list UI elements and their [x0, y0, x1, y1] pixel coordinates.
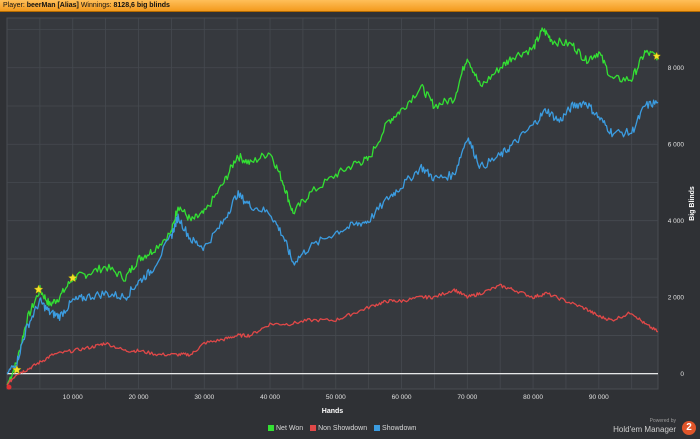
x-tick-label: 40 000 [260, 394, 280, 401]
y-tick-label: 4 000 [668, 218, 685, 225]
legend-swatch-showdown [374, 425, 381, 431]
y-tick-label: 8 000 [668, 65, 685, 72]
series-line-non-showdown [6, 283, 658, 386]
y-tick-label: 0 [680, 371, 684, 378]
start-marker-icon [6, 384, 12, 390]
highlight-star-icon [652, 51, 661, 60]
x-axis-title: Hands [322, 408, 344, 415]
graph-area: 10 000 20 000 30 000 40 000 50 000 60 000 70 0… [6, 17, 696, 415]
x-tick-label: 50 000 [326, 394, 346, 401]
winnings-label: Winnings: [80, 2, 112, 9]
highlight-star-icon [12, 364, 22, 374]
y-tick-label: 6 000 [668, 142, 685, 149]
plot-area [6, 17, 659, 390]
hm2-logo-icon: 2 [682, 421, 696, 435]
legend-swatch-non-showdown [310, 425, 317, 431]
player-label: Player: [3, 2, 25, 9]
brand-name: Hold'em Manager [613, 425, 676, 434]
player-name: beerMan [Alias] [26, 2, 79, 9]
legend-item-non-showdown[interactable]: Non Showdown [310, 425, 367, 432]
title-bar: Player: beerMan [Alias] Winnings: 8128,6… [0, 0, 700, 12]
x-tick-label: 30 000 [194, 394, 214, 401]
legend-item-net-won[interactable]: Net Won [268, 425, 303, 432]
legend: Net Won Non Showdown Showdown [268, 425, 421, 432]
legend-swatch-net-won [268, 425, 274, 431]
x-tick-label: 60 000 [392, 394, 412, 401]
powered-by-text: Powered by [649, 418, 676, 424]
y-axis-title: Big Blinds [689, 186, 696, 221]
x-tick-label: 80 000 [523, 394, 543, 401]
y-tick-label: 2 000 [668, 295, 685, 302]
highlight-star-icon [33, 284, 44, 294]
legend-item-showdown[interactable]: Showdown [374, 425, 416, 432]
series-line-net-won [6, 27, 659, 386]
x-tick-label: 70 000 [457, 394, 477, 401]
series-line-showdown [6, 99, 659, 375]
x-tick-label: 10 000 [63, 394, 83, 401]
x-tick-label: 20 000 [129, 394, 149, 401]
highlight-star-icon [68, 273, 78, 283]
x-tick-label: 90 000 [589, 394, 609, 401]
winnings-value: 8128,6 big blinds [113, 2, 170, 9]
brand-logo: Powered by Hold'em Manager 2 [613, 418, 696, 438]
